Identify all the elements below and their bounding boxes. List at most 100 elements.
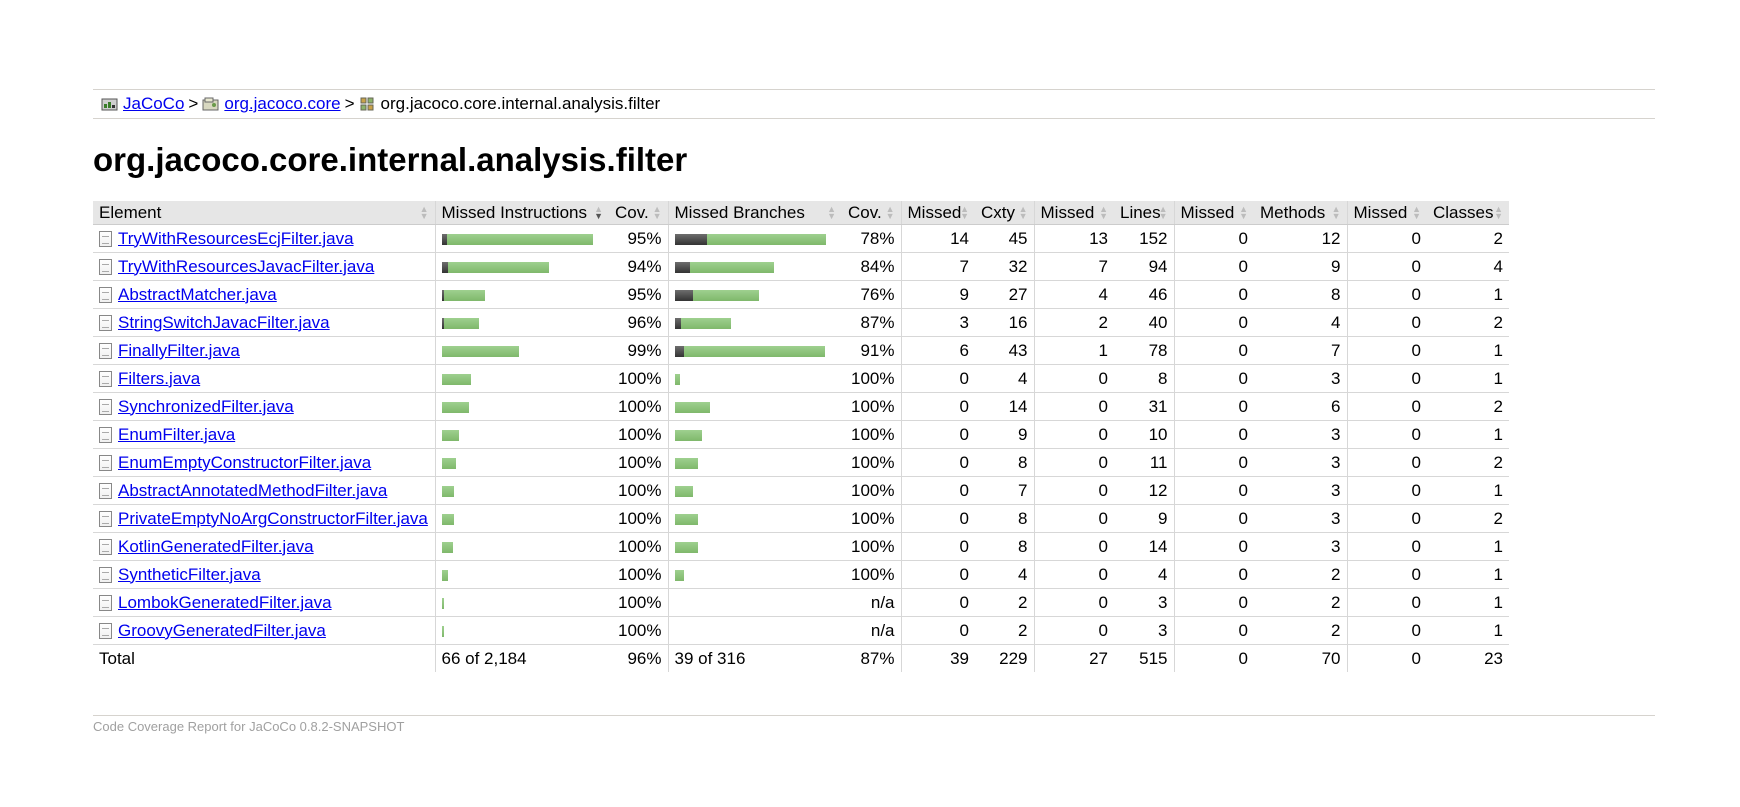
missed-classes: 0	[1346, 336, 1427, 365]
branches-coverage-bar	[674, 233, 826, 245]
source-file-link[interactable]: EnumFilter.java	[118, 424, 236, 444]
sort-icon: ▲ ▼	[960, 203, 969, 221]
header-missed-classes[interactable]: Missed ▲ ▼	[1346, 201, 1427, 225]
bundle-icon	[202, 97, 219, 111]
missed-lines: 0	[1033, 616, 1114, 645]
header-element[interactable]: Element ▲ ▼	[93, 201, 435, 225]
source-file-link[interactable]: AbstractAnnotatedMethodFilter.java	[118, 480, 388, 500]
cov-branches: 84%	[842, 252, 901, 281]
source-file-link[interactable]: GroovyGeneratedFilter.java	[118, 620, 326, 640]
header-lines[interactable]: Lines ▲ ▼	[1114, 201, 1174, 225]
element-cell: AbstractAnnotatedMethodFilter.java	[93, 476, 435, 505]
source-file-link[interactable]: SyntheticFilter.java	[118, 564, 261, 584]
missed-cxty: 0	[900, 616, 975, 645]
element-cell: TryWithResourcesEcjFilter.java	[93, 224, 435, 253]
cxty: 14	[975, 392, 1034, 421]
classes: 2	[1427, 504, 1509, 533]
cov-branches: 100%	[842, 560, 901, 589]
source-file-icon	[99, 370, 112, 387]
missed-instructions-bar-cell	[434, 308, 609, 337]
cov-instructions: 100%	[609, 504, 668, 533]
cov-instructions: 100%	[609, 476, 668, 505]
element-cell: EnumEmptyConstructorFilter.java	[93, 448, 435, 477]
element-cell: TryWithResourcesJavacFilter.java	[93, 252, 435, 281]
cov-instructions: 100%	[609, 364, 668, 393]
source-file-link[interactable]: PrivateEmptyNoArgConstructorFilter.java	[118, 508, 428, 528]
header-methods[interactable]: Methods ▲ ▼	[1254, 201, 1347, 225]
source-file-link[interactable]: FinallyFilter.java	[118, 340, 240, 360]
cxty: 7	[975, 476, 1034, 505]
cov-branches: n/a	[842, 616, 901, 645]
instructions-coverage-bar	[441, 429, 459, 441]
sort-icon: ▲ ▼	[1412, 203, 1421, 221]
missed-branches-bar-cell	[667, 224, 842, 253]
total-missed-classes: 0	[1346, 644, 1427, 672]
source-file-icon	[99, 594, 112, 611]
missed-cxty: 0	[900, 504, 975, 533]
table-row: EnumEmptyConstructorFilter.java 100% 100% 0…	[93, 448, 1509, 477]
source-file-link[interactable]: EnumEmptyConstructorFilter.java	[118, 452, 372, 472]
header-cov-branches[interactable]: Cov. ▲ ▼	[842, 201, 901, 225]
lines: 3	[1114, 588, 1174, 617]
methods: 12	[1254, 224, 1347, 253]
cxty: 4	[975, 364, 1034, 393]
cov-branches: 100%	[842, 448, 901, 477]
lines: 14	[1114, 532, 1174, 561]
source-file-icon	[99, 314, 112, 331]
missed-instructions-bar-cell	[434, 252, 609, 281]
missed-instructions-bar-cell	[434, 532, 609, 561]
missed-lines: 0	[1033, 532, 1114, 561]
source-file-link[interactable]: SynchronizedFilter.java	[118, 396, 294, 416]
header-missed-instructions[interactable]: Missed Instructions ▲ ▼	[434, 201, 609, 225]
footer: Code Coverage Report for JaCoCo 0.8.2-SN…	[93, 715, 1655, 734]
header-missed-branches[interactable]: Missed Branches ▲ ▼	[667, 201, 842, 225]
instructions-coverage-bar	[441, 401, 469, 413]
header-classes[interactable]: Classes ▲ ▼	[1427, 201, 1509, 225]
missed-methods: 0	[1173, 616, 1254, 645]
missed-instructions-bar-cell	[434, 420, 609, 449]
branches-coverage-bar	[674, 513, 698, 525]
header-cov-instructions[interactable]: Cov. ▲ ▼	[609, 201, 668, 225]
cov-branches: 100%	[842, 504, 901, 533]
element-cell: KotlinGeneratedFilter.java	[93, 532, 435, 561]
instructions-coverage-bar	[441, 233, 593, 245]
sort-icon: ▲ ▼	[885, 203, 895, 221]
lines: 12	[1114, 476, 1174, 505]
cxty: 8	[975, 532, 1034, 561]
instructions-coverage-bar	[441, 513, 454, 525]
instructions-coverage-bar	[441, 485, 454, 497]
missed-methods: 0	[1173, 532, 1254, 561]
table-row: Filters.java 100% 100% 0 4 0 8 0 3 0 1	[93, 364, 1509, 393]
table-row: TryWithResourcesJavacFilter.java 94% 84% 7 3…	[93, 252, 1509, 281]
methods: 3	[1254, 448, 1347, 477]
source-file-link[interactable]: Filters.java	[118, 368, 201, 388]
missed-methods: 0	[1173, 504, 1254, 533]
header-cxty[interactable]: Cxty ▲ ▼	[975, 201, 1034, 225]
table-row: AbstractAnnotatedMethodFilter.java 100% 10…	[93, 476, 1509, 505]
missed-methods: 0	[1173, 448, 1254, 477]
branches-coverage-bar	[674, 485, 693, 497]
source-file-link[interactable]: StringSwitchJavacFilter.java	[118, 312, 330, 332]
missed-lines: 0	[1033, 560, 1114, 589]
instructions-coverage-bar	[441, 569, 448, 581]
header-missed-methods[interactable]: Missed ▲ ▼	[1173, 201, 1254, 225]
missed-branches-bar-cell	[667, 308, 842, 337]
breadcrumb-bundle-link[interactable]: org.jacoco.core	[224, 94, 341, 113]
lines: 8	[1114, 364, 1174, 393]
missed-branches-bar-cell	[667, 280, 842, 309]
source-file-link[interactable]: KotlinGeneratedFilter.java	[118, 536, 314, 556]
header-missed-lines[interactable]: Missed ▲ ▼	[1033, 201, 1114, 225]
missed-classes: 0	[1346, 280, 1427, 309]
total-missed-instructions: 66 of 2,184	[434, 644, 609, 672]
breadcrumb-jacoco-link[interactable]: JaCoCo	[123, 94, 185, 113]
source-file-link[interactable]: AbstractMatcher.java	[118, 284, 277, 304]
missed-instructions-bar-cell	[434, 392, 609, 421]
header-missed-cxty[interactable]: Missed ▲ ▼	[900, 201, 975, 225]
missed-instructions-bar-cell	[434, 280, 609, 309]
source-file-link[interactable]: TryWithResourcesEcjFilter.java	[118, 228, 354, 248]
missed-instructions-bar-cell	[434, 336, 609, 365]
source-file-link[interactable]: TryWithResourcesJavacFilter.java	[118, 256, 375, 276]
sort-icon: ▲ ▼	[1331, 203, 1341, 221]
source-file-link[interactable]: LombokGeneratedFilter.java	[118, 592, 332, 612]
branches-coverage-bar	[674, 541, 698, 553]
